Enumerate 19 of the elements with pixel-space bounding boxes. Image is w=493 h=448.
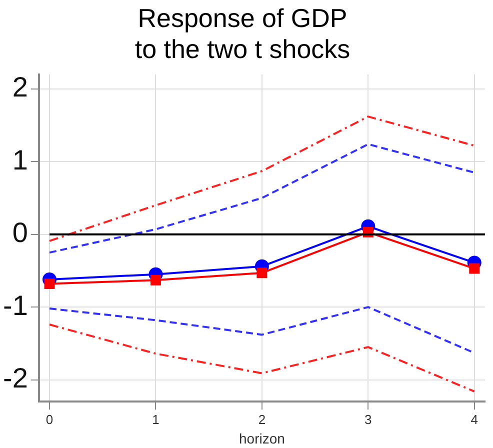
x-tick-label: 1 xyxy=(152,412,160,427)
line-series xyxy=(48,143,476,254)
y-tick-label: -2 xyxy=(2,362,28,394)
point xyxy=(469,263,480,274)
point xyxy=(44,278,55,290)
y-tick-label: 1 xyxy=(12,144,28,176)
x-axis-title: horizon xyxy=(238,430,285,446)
x-tick-label: 3 xyxy=(364,412,372,427)
y-tick-label: 0 xyxy=(12,217,28,248)
line-series xyxy=(48,116,476,242)
y-tick-label: 2 xyxy=(12,72,28,103)
point xyxy=(256,268,268,278)
x-tick-label: 0 xyxy=(46,412,54,427)
point xyxy=(150,274,161,286)
y-tick-label: -1 xyxy=(2,290,28,321)
chart-title: Response of GDP to the two t shocks xyxy=(134,2,350,64)
x-tick-label: 2 xyxy=(258,412,266,427)
x-tick-label: 4 xyxy=(470,412,478,427)
line-series xyxy=(48,324,476,392)
